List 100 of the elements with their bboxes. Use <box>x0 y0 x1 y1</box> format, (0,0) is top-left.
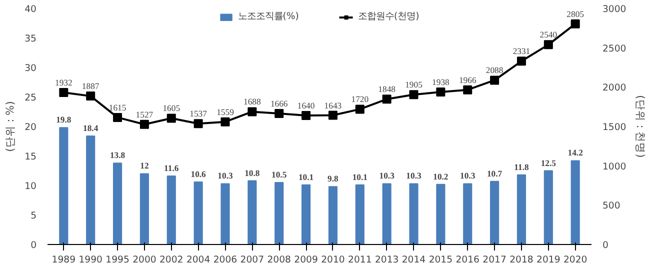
data-label: 1848 <box>378 84 396 94</box>
x-tick-label: 2011 <box>348 254 372 265</box>
data-label: 14.2 <box>568 148 583 158</box>
bar <box>544 170 553 244</box>
data-label: 19.8 <box>56 114 72 125</box>
data-label: 1643 <box>324 100 342 110</box>
x-tick-label: 1995 <box>106 254 130 265</box>
bar <box>301 184 311 244</box>
bar <box>516 174 526 244</box>
data-label: 1605 <box>162 103 180 114</box>
point <box>166 114 176 123</box>
x-tick-label: 2018 <box>510 254 534 265</box>
data-label: 2088 <box>486 65 504 76</box>
x-tick-label: 2007 <box>240 254 264 265</box>
data-label: 9.8 <box>328 174 340 184</box>
bar <box>166 176 176 244</box>
data-label: 1615 <box>108 102 126 112</box>
data-label: 1640 <box>297 100 315 110</box>
y-tick-label: 40 <box>24 4 37 15</box>
data-label: 10.3 <box>218 170 234 181</box>
point <box>140 120 149 129</box>
data-label: 1666 <box>270 98 288 108</box>
data-label: 12.5 <box>540 158 557 168</box>
data-label: 1966 <box>458 74 477 85</box>
x-tick-label: 2000 <box>132 254 156 265</box>
point <box>516 56 526 66</box>
point <box>570 19 580 28</box>
legend-label: 조합원수(천명) <box>358 10 420 23</box>
data-label: 12 <box>140 160 149 171</box>
data-label: 10.3 <box>406 170 422 181</box>
y-tick-label: 25 <box>24 92 37 104</box>
y2-tick-label: 2500 <box>602 43 626 54</box>
data-label: 10.6 <box>190 168 207 179</box>
data-label: 1688 <box>244 96 261 107</box>
y2-tick-label: 0 <box>602 240 608 251</box>
x-tick-label: 2006 <box>213 254 238 265</box>
point <box>463 85 472 94</box>
bar <box>355 184 364 244</box>
data-label: 13.8 <box>110 150 126 160</box>
bar <box>382 183 392 244</box>
point <box>490 76 500 85</box>
point <box>436 88 446 97</box>
point <box>382 94 392 104</box>
data-label: 10.1 <box>298 172 314 182</box>
bar <box>140 173 149 244</box>
y-tick-label: 10 <box>24 181 37 192</box>
data-label: 10.8 <box>244 168 260 178</box>
x-tick-label: 2014 <box>402 254 426 265</box>
data-label: 2331 <box>512 46 530 56</box>
data-label: 10.7 <box>486 168 503 178</box>
bar <box>328 186 338 244</box>
data-label: 1905 <box>405 80 422 90</box>
bar <box>490 180 500 244</box>
y2-axis-title: (단위 : 천명) <box>634 95 648 158</box>
point <box>59 88 68 98</box>
point <box>274 108 284 118</box>
point <box>544 40 553 50</box>
y-tick-label: 30 <box>24 63 37 74</box>
data-label: 18.4 <box>83 122 99 133</box>
bar <box>194 181 203 244</box>
x-tick-label: 2019 <box>536 254 560 265</box>
data-label: 10.5 <box>272 170 288 180</box>
data-label: 1537 <box>190 108 208 119</box>
bar <box>86 135 96 244</box>
legend-label: 노조조직률(%) <box>238 10 299 23</box>
x-tick-label: 2009 <box>294 254 318 265</box>
data-label: 10.3 <box>379 170 396 181</box>
point <box>409 90 418 100</box>
data-label: 11.6 <box>164 163 180 174</box>
y2-tick-label: 1500 <box>602 122 626 133</box>
data-label: 1559 <box>216 106 234 117</box>
y-axis-title: (단위 : %) <box>4 101 17 152</box>
point <box>328 110 338 120</box>
x-tick-label: 2017 <box>482 254 506 265</box>
y-tick-label: 35 <box>24 34 37 44</box>
data-label: 1932 <box>55 78 72 88</box>
point <box>302 110 311 120</box>
data-label: 10.3 <box>460 170 476 181</box>
y2-tick-label: 2000 <box>602 82 626 94</box>
data-label: 11.8 <box>514 162 530 172</box>
y2-tick-label: 500 <box>602 200 620 212</box>
bar <box>436 184 446 244</box>
point <box>220 117 230 126</box>
x-tick-label: 2020 <box>563 254 588 265</box>
x-tick-label: 2013 <box>374 254 399 265</box>
bar <box>570 160 580 244</box>
point <box>248 107 257 116</box>
y-tick-label: 0 <box>30 240 37 251</box>
bar <box>463 183 472 244</box>
bar <box>409 183 418 244</box>
x-tick-label: 2002 <box>160 254 184 265</box>
y-tick-label: 5 <box>30 210 37 222</box>
data-label: 10.2 <box>433 171 448 182</box>
data-label: 2805 <box>566 8 584 19</box>
x-tick-label: 2015 <box>428 254 453 265</box>
data-label: 1527 <box>136 109 154 120</box>
data-label: 1887 <box>82 81 100 92</box>
point <box>194 119 203 128</box>
bar <box>112 162 122 244</box>
data-label: 10.1 <box>352 172 368 182</box>
